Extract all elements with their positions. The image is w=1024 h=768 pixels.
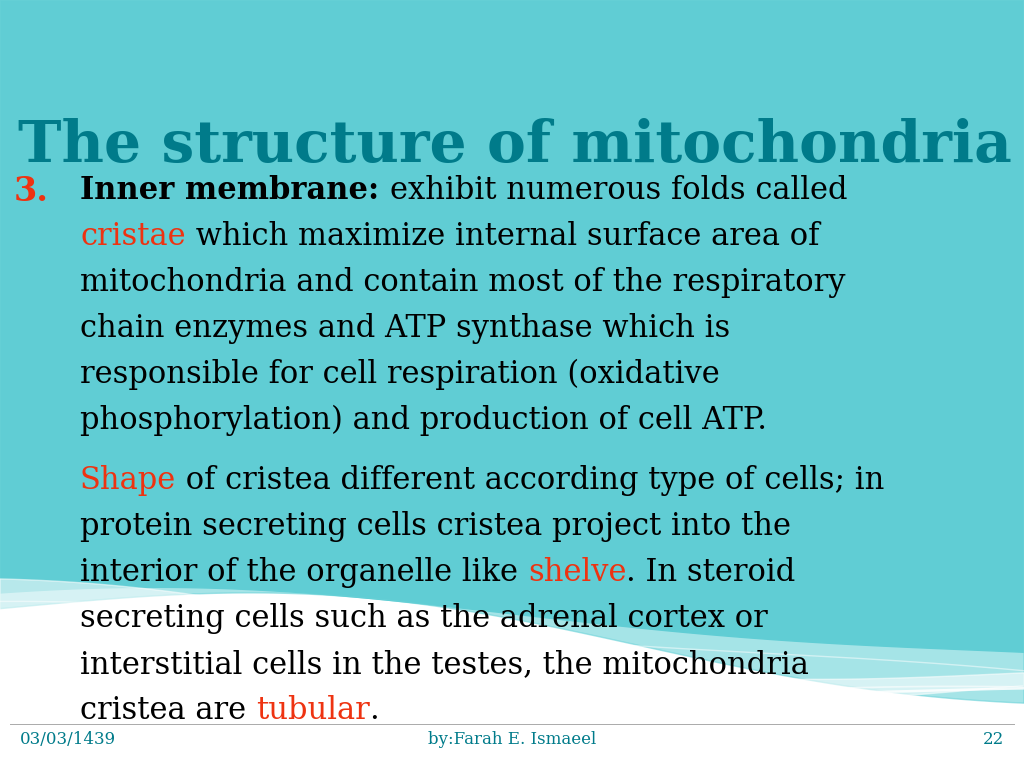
Text: cristea are: cristea are — [80, 695, 256, 726]
Text: interior of the organelle like: interior of the organelle like — [80, 557, 527, 588]
Text: secreting cells such as the adrenal cortex or: secreting cells such as the adrenal cort… — [80, 603, 768, 634]
Text: . In steroid: . In steroid — [627, 557, 796, 588]
Text: 3.: 3. — [14, 175, 49, 208]
Text: chain enzymes and ATP synthase which is: chain enzymes and ATP synthase which is — [80, 313, 730, 344]
Text: by:Farah E. Ismaeel: by:Farah E. Ismaeel — [428, 731, 596, 749]
Text: phosphorylation) and production of cell ATP.: phosphorylation) and production of cell … — [80, 405, 767, 436]
Text: cristae: cristae — [80, 221, 185, 252]
Text: 22: 22 — [983, 731, 1004, 749]
Text: protein secreting cells cristea project into the: protein secreting cells cristea project … — [80, 511, 791, 542]
Text: shelve: shelve — [527, 557, 627, 588]
Text: tubular: tubular — [256, 695, 370, 726]
Text: mitochondria and contain most of the respiratory: mitochondria and contain most of the res… — [80, 267, 846, 298]
Text: responsible for cell respiration (oxidative: responsible for cell respiration (oxidat… — [80, 359, 720, 390]
Text: The structure of mitochondria: The structure of mitochondria — [18, 118, 1012, 174]
Text: interstitial cells in the testes, the mitochondria: interstitial cells in the testes, the mi… — [80, 649, 809, 680]
Text: exhibit numerous folds called: exhibit numerous folds called — [390, 175, 848, 206]
Text: .: . — [370, 695, 379, 726]
Text: of cristea different according type of cells; in: of cristea different according type of c… — [176, 465, 885, 496]
Text: Shape: Shape — [80, 465, 176, 496]
Text: which maximize internal surface area of: which maximize internal surface area of — [185, 221, 819, 252]
Text: 03/03/1439: 03/03/1439 — [20, 731, 116, 749]
Text: Inner membrane:: Inner membrane: — [80, 175, 390, 206]
